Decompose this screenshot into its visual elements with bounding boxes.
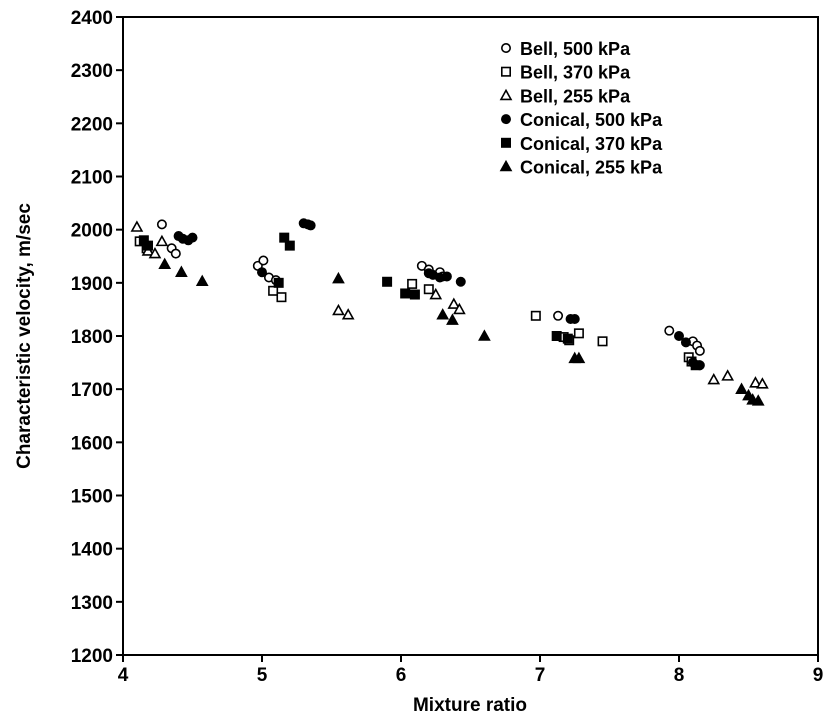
y-tick-label: 1200	[71, 646, 113, 667]
data-point	[279, 232, 290, 243]
data-point	[569, 313, 580, 324]
data-point	[446, 313, 459, 325]
data-point	[170, 248, 181, 259]
data-point	[436, 308, 450, 320]
series-group	[158, 257, 765, 406]
series-group	[138, 232, 701, 371]
data-point	[429, 287, 443, 300]
data-point	[382, 276, 393, 287]
data-point	[694, 345, 705, 356]
data-point	[573, 328, 584, 339]
legend-label: Bell, 255 kPa	[520, 86, 631, 106]
data-point	[664, 325, 675, 336]
legend-label: Conical, 370 kPa	[520, 134, 663, 154]
data-point	[258, 255, 269, 266]
data-point	[721, 369, 735, 381]
y-tick-label: 1300	[71, 593, 113, 614]
data-point	[332, 303, 345, 316]
data-point	[409, 289, 420, 300]
data-point	[256, 267, 267, 278]
data-point	[673, 330, 684, 341]
data-point	[707, 372, 721, 385]
x-tick-label: 9	[813, 665, 823, 686]
data-point	[441, 271, 452, 282]
data-point	[341, 308, 355, 320]
data-point	[156, 219, 167, 230]
y-tick-label: 2100	[71, 168, 113, 189]
legend-marker	[500, 66, 511, 77]
legend-marker	[499, 88, 513, 101]
data-point	[268, 285, 279, 296]
x-axis-title: Mixture ratio	[413, 695, 527, 716]
data-point	[735, 382, 748, 394]
data-point	[551, 330, 562, 341]
axis-ticks: 4 5 6 7 8 9 1200 1300 1400 1500 1600 1700 1800 1900 20…	[71, 8, 823, 686]
data-point	[530, 310, 541, 321]
data-point	[680, 337, 691, 348]
legend-marker	[500, 42, 511, 53]
legend: Bell, 500 kPa Bell, 370 kPa Bell, 255 kPa C…	[499, 39, 663, 178]
y-axis-title: Characteristic velocity, m/sec	[14, 203, 35, 469]
y-tick-label: 2000	[71, 221, 113, 242]
data-point	[597, 336, 608, 347]
data-point	[553, 310, 564, 321]
data-point	[155, 234, 169, 247]
series-group	[134, 236, 697, 367]
y-tick-label: 2300	[71, 61, 113, 82]
y-tick-label: 1900	[71, 274, 113, 295]
data-point	[453, 302, 466, 315]
data-point	[447, 297, 461, 309]
y-tick-label: 1700	[71, 380, 113, 401]
plot-frame	[122, 16, 819, 656]
data-point	[423, 284, 434, 295]
data-point	[284, 240, 295, 251]
legend-marker	[500, 137, 511, 148]
data-point	[273, 277, 284, 288]
data-point	[455, 276, 466, 287]
x-tick-label: 7	[535, 665, 546, 686]
data-point	[751, 394, 765, 406]
series-group	[130, 220, 769, 389]
data-point	[332, 271, 345, 284]
x-tick-label: 5	[257, 665, 268, 686]
legend-label: Bell, 370 kPa	[520, 63, 631, 83]
data-point	[148, 246, 162, 259]
y-tick-label: 2400	[71, 8, 113, 29]
legend-marker	[500, 114, 511, 125]
x-tick-label: 4	[118, 665, 129, 686]
x-tick-label: 8	[674, 665, 685, 686]
legend-label: Conical, 500 kPa	[520, 110, 663, 130]
data-point	[195, 274, 209, 287]
data-point	[130, 220, 144, 232]
y-tick-label: 1500	[71, 487, 113, 508]
data-point	[175, 265, 188, 278]
x-tick-label: 6	[396, 665, 407, 686]
legend-label: Bell, 500 kPa	[520, 39, 631, 59]
data-point	[305, 220, 316, 231]
data-point	[143, 240, 154, 251]
data-points	[130, 218, 769, 406]
data-point	[749, 376, 762, 388]
data-point	[690, 360, 701, 371]
y-tick-label: 1800	[71, 327, 113, 348]
data-point	[276, 292, 287, 303]
data-point	[187, 232, 198, 243]
data-point	[478, 329, 491, 341]
y-tick-label: 1600	[71, 433, 113, 454]
data-point	[756, 377, 769, 389]
y-tick-label: 2200	[71, 114, 113, 135]
y-tick-label: 1400	[71, 540, 113, 561]
legend-marker	[499, 159, 513, 172]
data-point	[400, 288, 411, 299]
data-point	[158, 257, 172, 270]
data-point	[562, 333, 573, 344]
data-point	[407, 278, 418, 289]
legend-label: Conical, 255 kPa	[520, 158, 663, 178]
data-point	[572, 351, 586, 364]
